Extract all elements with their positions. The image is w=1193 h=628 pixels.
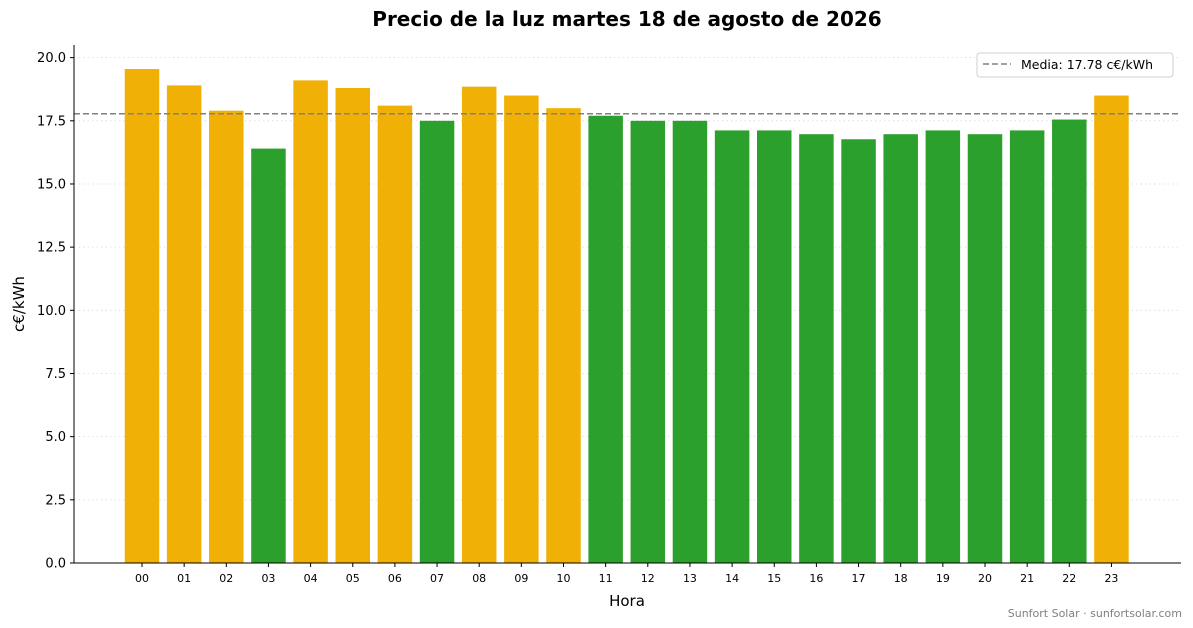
x-tick-label: 22: [1062, 572, 1076, 585]
x-tick-label: 07: [430, 572, 444, 585]
y-tick-label: 20.0: [37, 51, 66, 66]
x-tick-label: 18: [894, 572, 908, 585]
bar-hour-13: [672, 120, 708, 564]
y-tick-label: 12.5: [37, 241, 66, 256]
bar-hour-11: [588, 115, 623, 563]
bar-hour-05: [335, 87, 370, 563]
x-tick-label: 10: [557, 572, 571, 585]
bar-hour-17: [841, 139, 876, 563]
x-tick-label: 09: [514, 572, 528, 585]
y-tick-label: 2.5: [45, 493, 66, 508]
x-tick-label: 17: [852, 572, 866, 585]
x-tick-label: 03: [261, 572, 275, 585]
legend: Media: 17.78 c€/kWh: [976, 52, 1174, 78]
x-tick-label: 20: [978, 572, 992, 585]
y-tick-label: 10.0: [37, 304, 66, 319]
bar-hour-00: [124, 69, 160, 563]
x-axis-label: Hora: [609, 592, 645, 610]
y-tick-label: 7.5: [45, 367, 66, 382]
bar-hour-21: [1009, 130, 1045, 563]
x-tick-label: 12: [641, 572, 655, 585]
bar-hour-08: [461, 86, 497, 563]
bars-group: [124, 69, 1129, 564]
x-tick-label: 01: [177, 572, 191, 585]
y-axis-ticks: 0.0 2.5 5.0 7.5 10.0 12.5 15.0 17.5 20.0: [37, 51, 74, 572]
bar-hour-04: [293, 80, 328, 563]
bar-hour-12: [630, 120, 666, 564]
legend-box: [976, 52, 1174, 78]
bar-hour-20: [967, 134, 1003, 563]
x-tick-label: 19: [936, 572, 950, 585]
x-tick-label: 14: [725, 572, 739, 585]
y-tick-label: 15.0: [37, 177, 66, 192]
y-tick-label: 0.0: [45, 557, 66, 572]
legend-mean-label: Media: 17.78 c€/kWh: [1021, 57, 1153, 72]
y-tick-label: 5.0: [45, 430, 66, 445]
x-tick-label: 21: [1020, 572, 1034, 585]
y-tick-label: 17.5: [37, 114, 66, 129]
x-tick-label: 00: [135, 572, 149, 585]
x-tick-label: 15: [767, 572, 781, 585]
axes: [73, 45, 1181, 564]
x-tick-label: 13: [683, 572, 697, 585]
bar-hour-09: [504, 95, 539, 563]
x-axis-ticks: 00 01 02 03 04 05 06 07 08 09 10 11 12 13 14 15 16 17 18 19…: [135, 563, 1118, 585]
x-tick-label: 23: [1104, 572, 1118, 585]
bar-hour-06: [377, 105, 413, 563]
bar-hour-02: [209, 110, 244, 563]
y-axis-label: c€/kWh: [10, 276, 28, 332]
x-tick-label: 06: [388, 572, 402, 585]
x-tick-label: 16: [809, 572, 823, 585]
bar-hour-16: [799, 134, 834, 563]
bar-hour-15: [757, 130, 792, 563]
bar-hour-22: [1052, 119, 1087, 563]
bar-hour-03: [251, 148, 286, 563]
bar-hour-23: [1094, 95, 1129, 563]
bar-hour-18: [883, 134, 918, 563]
chart-title: Precio de la luz martes 18 de agosto de …: [372, 7, 881, 31]
x-tick-label: 08: [472, 572, 486, 585]
x-tick-label: 05: [346, 572, 360, 585]
bar-hour-07: [419, 120, 455, 564]
x-tick-label: 04: [304, 572, 318, 585]
bar-hour-10: [546, 108, 581, 564]
bar-hour-01: [166, 85, 202, 564]
bar-hour-14: [714, 130, 750, 563]
bar-hour-19: [925, 130, 961, 563]
x-tick-label: 11: [599, 572, 613, 585]
x-tick-label: 02: [219, 572, 233, 585]
credit-text: Sunfort Solar · sunfortsolar.com: [1008, 607, 1182, 620]
